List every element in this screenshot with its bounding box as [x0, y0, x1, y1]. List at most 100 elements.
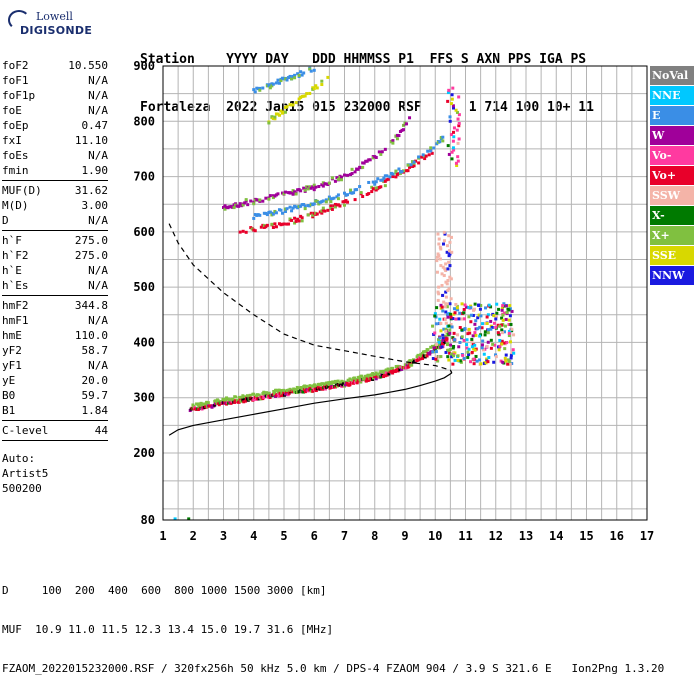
echo-point [365, 159, 369, 163]
echo-point [503, 330, 507, 334]
echo-point [314, 211, 318, 215]
x-tick-label: 10 [428, 529, 442, 543]
echo-point [460, 317, 464, 321]
echo-point [267, 84, 271, 88]
echo-point [234, 203, 238, 207]
echo-point [262, 225, 266, 229]
echo-point [281, 393, 285, 397]
echo-point [306, 213, 310, 217]
echo-point [474, 319, 478, 323]
echo-point [455, 128, 459, 132]
echo-point [445, 282, 449, 286]
echo-point [481, 322, 485, 326]
echo-point [447, 260, 451, 264]
echo-point [507, 359, 511, 363]
echo-point [436, 290, 440, 294]
echo-point [250, 227, 254, 231]
echo-point [249, 226, 253, 230]
echo-point [382, 179, 386, 183]
echo-point [504, 359, 508, 363]
echo-point [264, 391, 268, 395]
echo-point [282, 388, 286, 392]
echo-point [452, 344, 456, 348]
echo-point [478, 307, 482, 311]
echo-point [444, 327, 448, 331]
echo-point [423, 355, 427, 359]
echo-point [458, 359, 462, 363]
echo-point [353, 170, 357, 174]
echo-point [509, 322, 513, 326]
echo-point [442, 239, 446, 243]
echo-point [244, 399, 248, 403]
echo-point [270, 84, 274, 88]
param-row: foEs N/A [2, 148, 108, 163]
echo-point [241, 398, 245, 402]
param-name: h`F [2, 234, 22, 247]
echo-point [508, 362, 512, 366]
echo-point [489, 327, 493, 331]
echo-point [471, 313, 475, 317]
echo-point [449, 343, 453, 347]
echo-point [315, 199, 319, 203]
echo-point [454, 302, 458, 306]
echo-point [504, 353, 508, 357]
echo-point [507, 334, 511, 338]
echo-point [336, 177, 340, 181]
param-name: fmin [2, 164, 29, 177]
echo-point [288, 217, 292, 221]
echo-point [308, 67, 312, 71]
echo-point [467, 353, 471, 357]
echo-point [329, 200, 333, 204]
param-name: foE [2, 104, 22, 117]
echo-point [460, 328, 464, 332]
echo-point [335, 203, 339, 207]
echo-point [279, 79, 283, 83]
echo-point [467, 315, 471, 319]
echo-point [323, 385, 327, 389]
echo-point [447, 254, 451, 258]
y-tick-label: 80 [141, 513, 155, 527]
echo-point [447, 234, 451, 238]
echo-point [223, 207, 227, 211]
echo-point [446, 343, 450, 347]
echo-point [473, 348, 477, 352]
echo-point [291, 189, 295, 193]
echo-point [291, 74, 295, 78]
echo-point [454, 317, 458, 321]
echo-point [276, 112, 280, 116]
echo-point [336, 379, 340, 383]
echo-point [321, 208, 325, 212]
echo-point [472, 357, 476, 361]
param-separator [2, 230, 108, 231]
echo-point [300, 216, 304, 220]
echo-point [332, 196, 336, 200]
echo-point [511, 348, 515, 352]
echo-point [439, 355, 443, 359]
echo-point [288, 103, 292, 107]
echo-point [280, 111, 284, 115]
echo-point [441, 337, 445, 341]
echo-point [451, 139, 455, 143]
echo-point [326, 75, 330, 79]
echo-point [446, 99, 450, 103]
echo-point [299, 204, 303, 208]
echo-point [365, 192, 369, 196]
echo-point [348, 377, 352, 381]
echo-point [437, 292, 441, 296]
footer-info: D 100 200 400 600 800 1000 1500 3000 [km… [2, 558, 664, 688]
legend-entry: NoVal [650, 66, 694, 85]
echo-point [436, 140, 440, 144]
echo-point [462, 357, 466, 361]
echo-point [282, 222, 286, 226]
echo-point [462, 307, 466, 311]
echo-point [484, 306, 488, 310]
echo-point [444, 310, 448, 314]
echo-point [434, 350, 438, 354]
echo-point [401, 169, 405, 173]
echo-point [441, 309, 445, 313]
echo-point [340, 384, 344, 388]
legend-entry: W [650, 126, 694, 145]
echo-point [336, 197, 340, 201]
echo-point [421, 153, 425, 157]
echo-point [448, 252, 452, 256]
